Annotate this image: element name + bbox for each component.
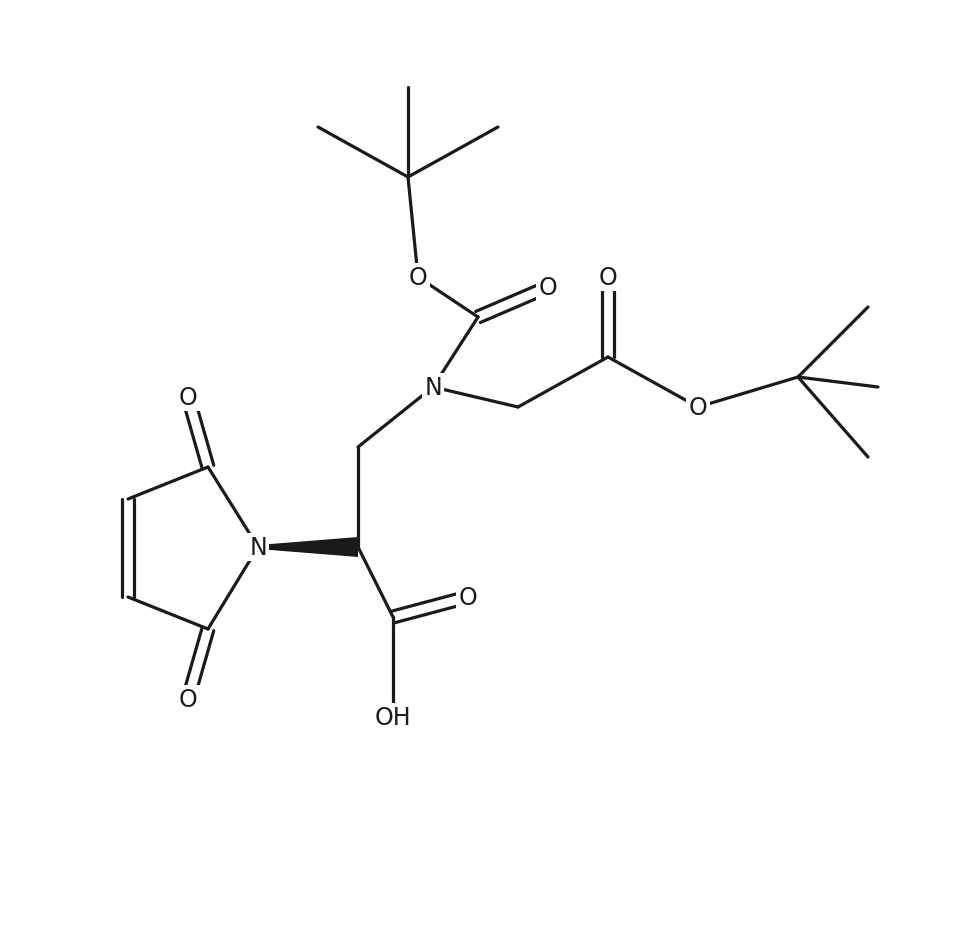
Text: O: O bbox=[598, 266, 618, 289]
Text: N: N bbox=[425, 375, 442, 400]
Text: O: O bbox=[689, 396, 708, 420]
Text: O: O bbox=[539, 275, 557, 299]
Text: OH: OH bbox=[375, 705, 411, 730]
Text: O: O bbox=[179, 386, 197, 410]
Polygon shape bbox=[258, 538, 358, 557]
Text: N: N bbox=[249, 536, 266, 559]
Text: O: O bbox=[459, 585, 477, 609]
Text: O: O bbox=[179, 687, 197, 711]
Text: O: O bbox=[409, 266, 427, 289]
